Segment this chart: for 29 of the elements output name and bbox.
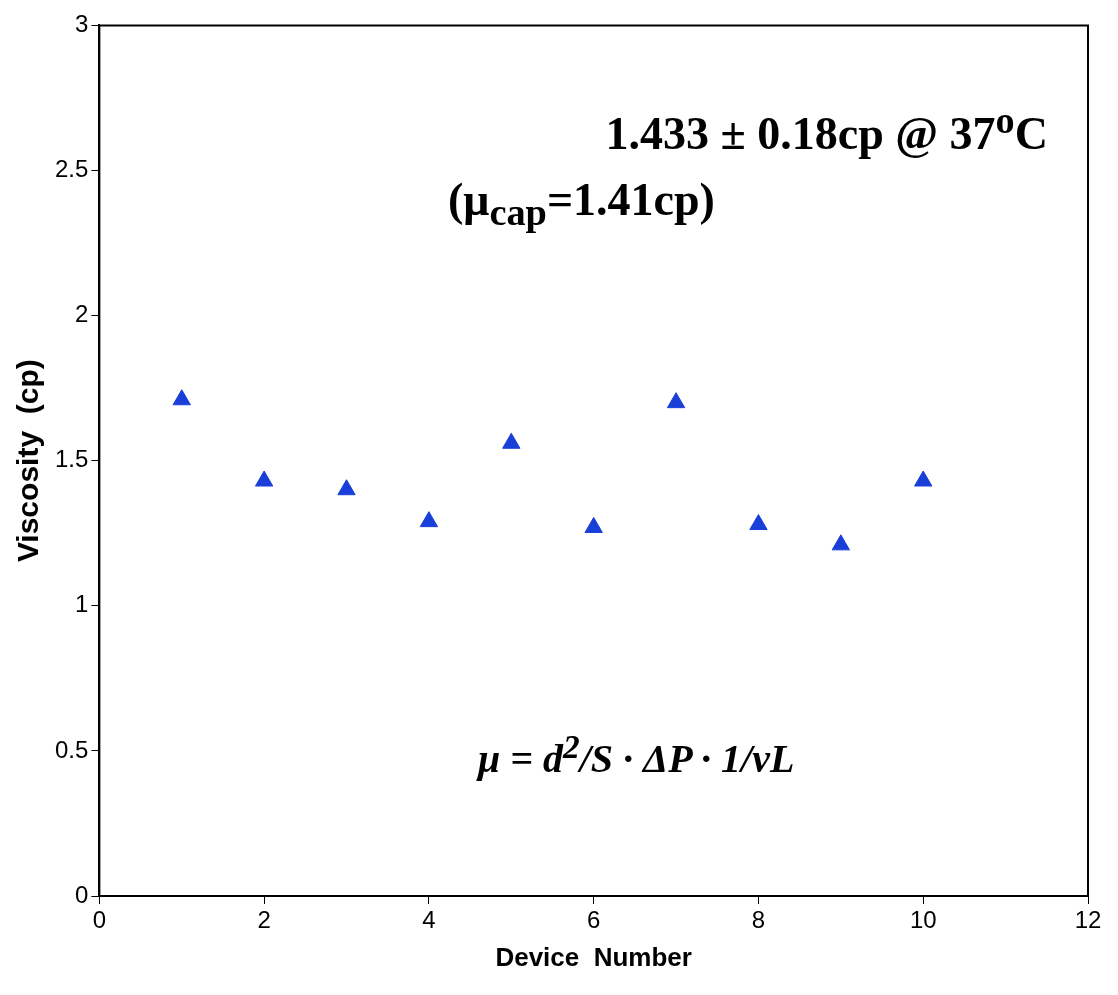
y-axis-title: Viscosity (cp): [11, 359, 45, 563]
point: [172, 389, 191, 406]
point: [502, 432, 521, 449]
y-tick-label: 2.5: [54, 155, 89, 183]
point: [584, 516, 603, 533]
x-tick-label: 2: [257, 906, 271, 934]
point: [254, 470, 274, 487]
point: [914, 470, 933, 487]
annotation: 1.433 ± 0.18cp @ 37$^{o}$C: [605, 98, 1048, 161]
point: [419, 511, 439, 528]
x-tick-label: 12: [1074, 906, 1102, 934]
y-tick-label: 1.5: [54, 445, 89, 473]
y-tick-label: 0.5: [54, 735, 89, 763]
x-tick-label: 4: [422, 906, 436, 934]
point: [831, 534, 850, 551]
point: [666, 392, 686, 409]
x-tick-label: 10: [909, 906, 937, 934]
annotation: (μ$_{cap}$=1.41cp): [448, 173, 715, 235]
y-tick-label: 0: [75, 880, 89, 908]
y-tick-label: 3: [75, 10, 89, 38]
x-tick-label: 0: [92, 906, 107, 934]
point: [749, 514, 768, 531]
point: [337, 479, 356, 496]
x-axis-title: Device Number: [495, 941, 692, 972]
y-tick-label: 1: [75, 590, 89, 618]
x-tick-label: 8: [751, 906, 766, 934]
annotation: μ = d$^{2}$/S · ΔP · 1/vL: [478, 728, 795, 783]
y-tick-label: 2: [75, 300, 89, 328]
x-tick-label: 6: [587, 906, 601, 934]
